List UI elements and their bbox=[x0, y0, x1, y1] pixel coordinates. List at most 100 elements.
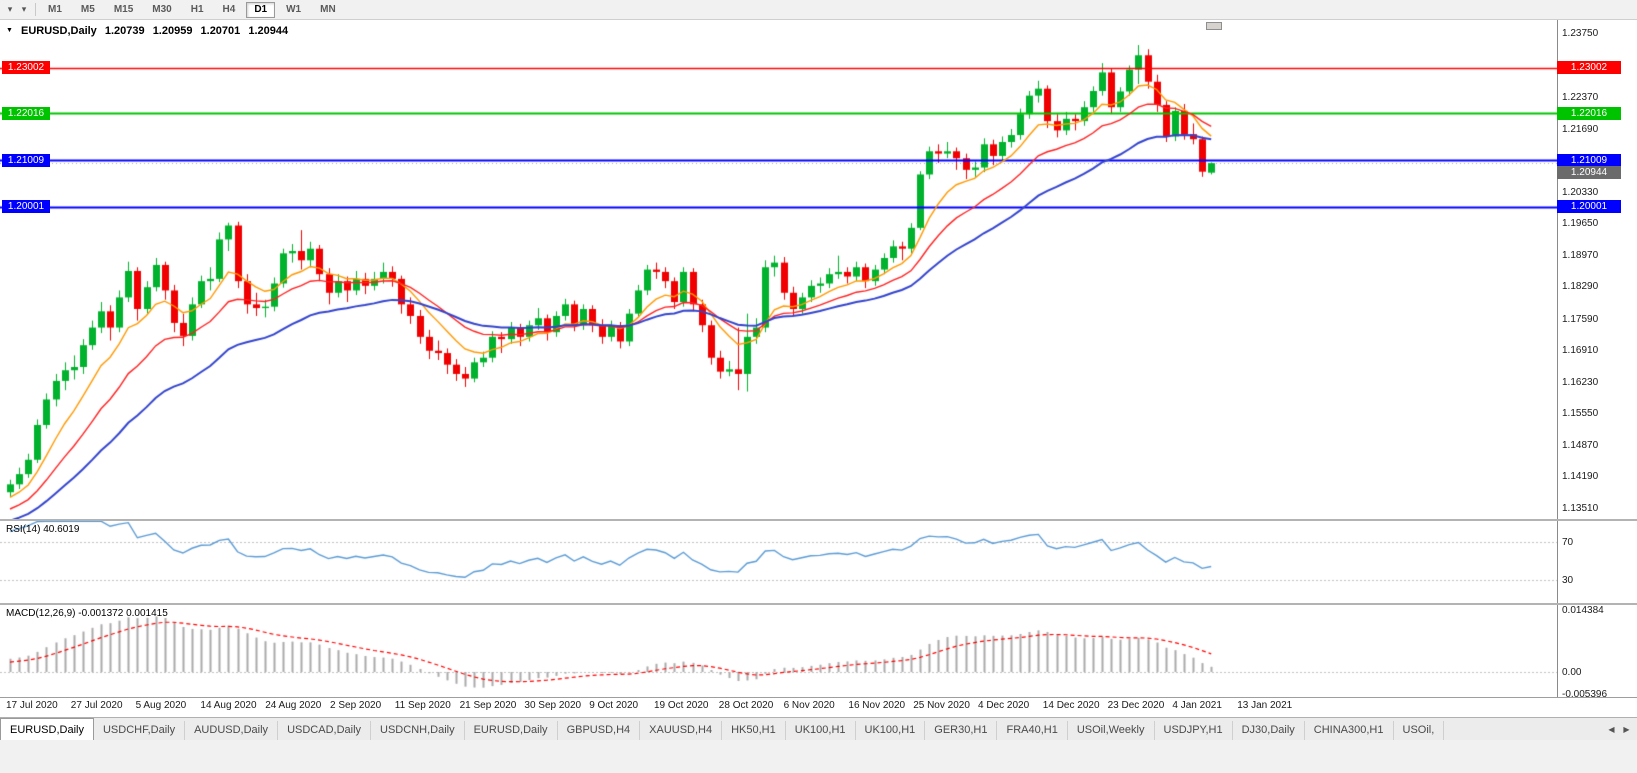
chart-low-value: 1.20701 bbox=[200, 25, 241, 37]
macd-indicator-label: MACD(12,26,9) -0.001372 0.001415 bbox=[6, 608, 168, 619]
time-axis-label: 4 Dec 2020 bbox=[978, 700, 1030, 711]
chart-tab-bar: EURUSD,Daily USDCHF,Daily AUDUSD,Daily USDC… bbox=[0, 717, 1637, 740]
time-axis-label: 24 Aug 2020 bbox=[265, 700, 322, 711]
tab-scroll-left-icon[interactable] bbox=[1604, 721, 1619, 738]
price-axis bbox=[1557, 20, 1637, 717]
chart-title: EURUSD,Daily 1.20739 1.20959 1.20701 1.2… bbox=[6, 25, 293, 37]
rsi-panel-canvas[interactable] bbox=[0, 521, 1557, 603]
timeframe-button-m5[interactable]: M5 bbox=[73, 2, 103, 18]
chart-symbol-label: EURUSD,Daily bbox=[21, 25, 97, 37]
timeframe-button-h4[interactable]: H4 bbox=[215, 2, 244, 18]
price-axis-tick: 1.18290 bbox=[1562, 281, 1599, 293]
time-axis-label: 6 Nov 2020 bbox=[783, 700, 835, 711]
hline-price-badge-left: 1.21009 bbox=[2, 153, 50, 167]
chart-tab-eurusd-daily[interactable]: EURUSD,Daily bbox=[464, 721, 558, 740]
time-axis-label: 30 Sep 2020 bbox=[524, 700, 582, 711]
hline-price-badge-right: 1.20001 bbox=[1557, 200, 1621, 214]
chart-tab-uk100-h1[interactable]: UK100,H1 bbox=[855, 721, 926, 740]
chart-tab-usoil-weekly[interactable]: USOil,Weekly bbox=[1067, 721, 1155, 740]
time-axis-label: 28 Oct 2020 bbox=[718, 700, 774, 711]
time-axis-label: 5 Aug 2020 bbox=[135, 700, 187, 711]
chart-tab-gbpusd-h4[interactable]: GBPUSD,H4 bbox=[557, 721, 641, 740]
chart-collapse-icon[interactable] bbox=[6, 25, 13, 37]
chart-scrollbar-thumb[interactable] bbox=[1206, 22, 1222, 30]
chart-menu-dropdown-icon[interactable] bbox=[3, 2, 17, 18]
chart-tab-audusd-daily[interactable]: AUDUSD,Daily bbox=[185, 721, 279, 740]
chart-tab-uk100-h1[interactable]: UK100,H1 bbox=[785, 721, 856, 740]
time-axis-label: 9 Oct 2020 bbox=[589, 700, 639, 711]
chart-tab-usdchf-daily[interactable]: USDCHF,Daily bbox=[93, 721, 186, 740]
hline-price-badge-right: 1.23002 bbox=[1557, 61, 1621, 75]
time-axis-label: 25 Nov 2020 bbox=[913, 700, 970, 711]
hline-price-badge-left: 1.20001 bbox=[2, 200, 50, 214]
price-axis-tick: 1.14870 bbox=[1562, 439, 1599, 451]
rsi-level-label: 30 bbox=[1562, 574, 1574, 586]
time-axis-label: 4 Jan 2021 bbox=[1172, 700, 1222, 711]
timeframe-button-m1[interactable]: M1 bbox=[40, 2, 70, 18]
hline-price-badge-right: 1.22016 bbox=[1557, 106, 1621, 120]
timeframe-button-mn[interactable]: MN bbox=[312, 2, 344, 18]
chart-tab-usdcad-daily[interactable]: USDCAD,Daily bbox=[278, 721, 372, 740]
chart-tabs-strip: EURUSD,Daily USDCHF,Daily AUDUSD,Daily USDC… bbox=[0, 718, 1637, 740]
chart-tab-eurusd-daily[interactable]: EURUSD,Daily bbox=[0, 718, 94, 740]
timeframe-menu-dropdown-icon[interactable] bbox=[17, 2, 31, 18]
price-axis-tick: 1.21690 bbox=[1562, 123, 1599, 135]
price-axis-tick: 1.17590 bbox=[1562, 313, 1599, 325]
chart-tab-dj30-daily[interactable]: DJ30,Daily bbox=[1232, 721, 1305, 740]
toolbar-separator bbox=[35, 3, 36, 16]
time-axis-label: 27 Jul 2020 bbox=[70, 700, 123, 711]
hline-price-badge-left: 1.23002 bbox=[2, 61, 50, 75]
price-axis-tick: 1.19650 bbox=[1562, 218, 1599, 230]
hline-price-badge-right: 1.21009 bbox=[1557, 153, 1621, 167]
time-axis-label: 16 Nov 2020 bbox=[848, 700, 906, 711]
timeframe-button-d1[interactable]: D1 bbox=[246, 1, 276, 18]
time-axis-label: 11 Sep 2020 bbox=[394, 700, 451, 711]
macd-panel-canvas[interactable] bbox=[0, 605, 1557, 697]
chart-tab-ger30-h1[interactable]: GER30,H1 bbox=[925, 721, 998, 740]
hline-price-badge-left: 1.22016 bbox=[2, 106, 50, 120]
macd-axis-label: 0.00 bbox=[1562, 667, 1582, 678]
bid-price-badge: 1.20944 bbox=[1557, 166, 1621, 180]
chart-tab-usoil-[interactable]: USOil, bbox=[1393, 721, 1445, 740]
macd-axis-label: -0.005396 bbox=[1562, 689, 1608, 700]
price-axis-tick: 1.22370 bbox=[1562, 92, 1599, 103]
chart-tab-hk50-h1[interactable]: HK50,H1 bbox=[722, 721, 786, 740]
chart-tab-china300-h1[interactable]: CHINA300,H1 bbox=[1304, 721, 1394, 740]
macd-axis-label: 0.014384 bbox=[1562, 605, 1604, 617]
timeframe-button-m15[interactable]: M15 bbox=[106, 2, 141, 18]
time-axis-label: 23 Dec 2020 bbox=[1107, 700, 1165, 711]
chart-tab-usdjpy-h1[interactable]: USDJPY,H1 bbox=[1154, 721, 1233, 740]
chart-high-value: 1.20959 bbox=[152, 25, 193, 37]
price-axis-tick: 1.15550 bbox=[1562, 408, 1599, 420]
price-axis-tick: 1.18970 bbox=[1562, 249, 1599, 261]
time-axis-label: 13 Jan 2021 bbox=[1237, 700, 1293, 711]
tab-scroll-right-icon[interactable] bbox=[1619, 721, 1634, 738]
price-axis-tick: 1.16910 bbox=[1562, 345, 1599, 357]
chart-tab-usdcnh-daily[interactable]: USDCNH,Daily bbox=[371, 721, 465, 740]
tab-scroll-arrows bbox=[1601, 718, 1637, 740]
timeframe-button-m30[interactable]: M30 bbox=[144, 2, 179, 18]
time-axis-label: 2 Sep 2020 bbox=[330, 700, 382, 711]
timeframe-button-group: M1 M5 M15 M30 H1 H4 D1 W1 MN bbox=[40, 1, 344, 18]
chart-tab-fra40-h1[interactable]: FRA40,H1 bbox=[997, 721, 1068, 740]
time-axis-label: 14 Aug 2020 bbox=[200, 700, 257, 711]
timeframe-button-w1[interactable]: W1 bbox=[278, 2, 309, 18]
price-axis-tick: 1.16230 bbox=[1562, 376, 1599, 388]
rsi-indicator-label: RSI(14) 40.6019 bbox=[6, 524, 80, 535]
time-axis-label: 14 Dec 2020 bbox=[1042, 700, 1100, 711]
chart-open-value: 1.20739 bbox=[104, 25, 145, 37]
timeframe-button-h1[interactable]: H1 bbox=[183, 2, 212, 18]
time-axis-label: 17 Jul 2020 bbox=[6, 700, 58, 711]
time-axis bbox=[0, 697, 1637, 717]
price-axis-tick: 1.23750 bbox=[1562, 28, 1599, 39]
panel-separator-macd[interactable] bbox=[0, 603, 1637, 605]
price-axis-tick: 1.14190 bbox=[1562, 471, 1599, 483]
price-chart-canvas[interactable] bbox=[0, 20, 1557, 519]
time-axis-label: 21 Sep 2020 bbox=[459, 700, 517, 711]
time-axis-label: 19 Oct 2020 bbox=[654, 700, 709, 711]
chart-tab-xauusd-h4[interactable]: XAUUSD,H4 bbox=[640, 721, 723, 740]
price-axis-tick: 1.13510 bbox=[1562, 503, 1599, 514]
chart-close-value: 1.20944 bbox=[248, 25, 289, 37]
panel-separator-rsi[interactable] bbox=[0, 519, 1637, 521]
